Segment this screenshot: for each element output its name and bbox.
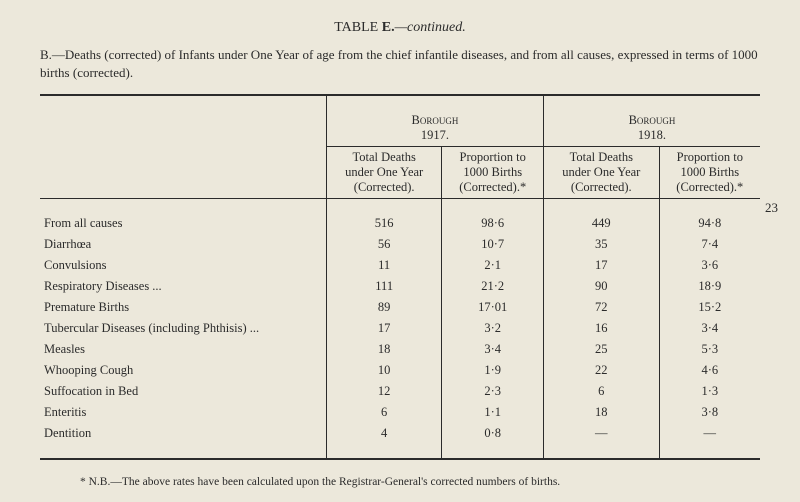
cell-total-1918: 72 (543, 297, 659, 318)
cell-total-1917: 12 (326, 381, 442, 402)
cell-total-1918: 16 (543, 318, 659, 339)
cell-prop-1918: 3·4 (659, 318, 760, 339)
group-header-1918: Borough 1918. (543, 110, 760, 147)
row-header-blank (40, 110, 326, 199)
row-label: Convulsions (40, 255, 326, 276)
table-row: Tubercular Diseases (including Phthisis)… (40, 318, 760, 339)
cell-total-1917: 6 (326, 402, 442, 423)
table-row: From all causes51698·644994·8 (40, 213, 760, 234)
cell-total-1917: 10 (326, 360, 442, 381)
cell-prop-1918: 4·6 (659, 360, 760, 381)
row-label: Respiratory Diseases ... (40, 276, 326, 297)
table-row: Diarrhœa5610·7357·4 (40, 234, 760, 255)
data-table: Borough 1917. Borough 1918. Total Deaths… (40, 94, 760, 466)
row-label: Premature Births (40, 297, 326, 318)
cell-total-1918: 35 (543, 234, 659, 255)
row-label: Whooping Cough (40, 360, 326, 381)
cell-prop-1917: 21·2 (442, 276, 544, 297)
cell-total-1917: 11 (326, 255, 442, 276)
cell-total-1917: 56 (326, 234, 442, 255)
cell-total-1917: 89 (326, 297, 442, 318)
cell-prop-1917: 3·2 (442, 318, 544, 339)
cell-prop-1917: 2·1 (442, 255, 544, 276)
cell-total-1918: 449 (543, 213, 659, 234)
cell-prop-1917: 1·1 (442, 402, 544, 423)
title-suffix: —continued. (395, 20, 466, 35)
cell-total-1917: 111 (326, 276, 442, 297)
table-row: Premature Births8917·017215·2 (40, 297, 760, 318)
table-row: Enteritis61·1183·8 (40, 402, 760, 423)
table-row: Respiratory Diseases ...11121·29018·9 (40, 276, 760, 297)
page-number: 23 (765, 200, 778, 216)
cell-prop-1917: 17·01 (442, 297, 544, 318)
cell-prop-1918: 3·8 (659, 402, 760, 423)
cell-prop-1917: 3·4 (442, 339, 544, 360)
cell-total-1918: 90 (543, 276, 659, 297)
cell-prop-1918: 5·3 (659, 339, 760, 360)
table-row: Dentition40·8—— (40, 423, 760, 444)
footnote: * N.B.—The above rates have been calcula… (40, 476, 760, 488)
cell-prop-1917: 2·3 (442, 381, 544, 402)
table-row: Whooping Cough101·9224·6 (40, 360, 760, 381)
cell-prop-1917: 10·7 (442, 234, 544, 255)
cell-total-1918: 25 (543, 339, 659, 360)
cell-total-1917: 4 (326, 423, 442, 444)
cell-total-1918: 17 (543, 255, 659, 276)
cell-total-1918: 6 (543, 381, 659, 402)
table-row: Measles183·4255·3 (40, 339, 760, 360)
cell-prop-1918: 3·6 (659, 255, 760, 276)
col-header-prop-1918: Proportion to 1000 Births (Corrected).* (659, 147, 760, 199)
title-letter: E. (382, 20, 395, 35)
row-label: Enteritis (40, 402, 326, 423)
cell-prop-1917: 98·6 (442, 213, 544, 234)
row-label: Suffocation in Bed (40, 381, 326, 402)
cell-prop-1917: 0·8 (442, 423, 544, 444)
cell-total-1918: — (543, 423, 659, 444)
cell-total-1917: 516 (326, 213, 442, 234)
col-header-total-1918: Total Deaths under One Year (Corrected). (543, 147, 659, 199)
row-label: Diarrhœa (40, 234, 326, 255)
table-title: TABLE E.—continued. (40, 20, 760, 36)
group-header-1917: Borough 1917. (326, 110, 543, 147)
cell-total-1917: 18 (326, 339, 442, 360)
cell-prop-1917: 1·9 (442, 360, 544, 381)
table-subtitle: B.—Deaths (corrected) of Infants under O… (40, 46, 760, 82)
cell-prop-1918: 15·2 (659, 297, 760, 318)
cell-prop-1918: 7·4 (659, 234, 760, 255)
cell-prop-1918: 94·8 (659, 213, 760, 234)
table-row: Suffocation in Bed122·361·3 (40, 381, 760, 402)
row-label: Tubercular Diseases (including Phthisis)… (40, 318, 326, 339)
col-header-total-1917: Total Deaths under One Year (Corrected). (326, 147, 442, 199)
title-prefix: TABLE (334, 20, 381, 35)
cell-prop-1918: — (659, 423, 760, 444)
col-header-prop-1917: Proportion to 1000 Births (Corrected).* (442, 147, 544, 199)
cell-prop-1918: 18·9 (659, 276, 760, 297)
table-row: Convulsions112·1173·6 (40, 255, 760, 276)
cell-total-1918: 18 (543, 402, 659, 423)
row-label: Dentition (40, 423, 326, 444)
cell-total-1918: 22 (543, 360, 659, 381)
row-label: Measles (40, 339, 326, 360)
cell-prop-1918: 1·3 (659, 381, 760, 402)
cell-total-1917: 17 (326, 318, 442, 339)
row-label: From all causes (40, 213, 326, 234)
